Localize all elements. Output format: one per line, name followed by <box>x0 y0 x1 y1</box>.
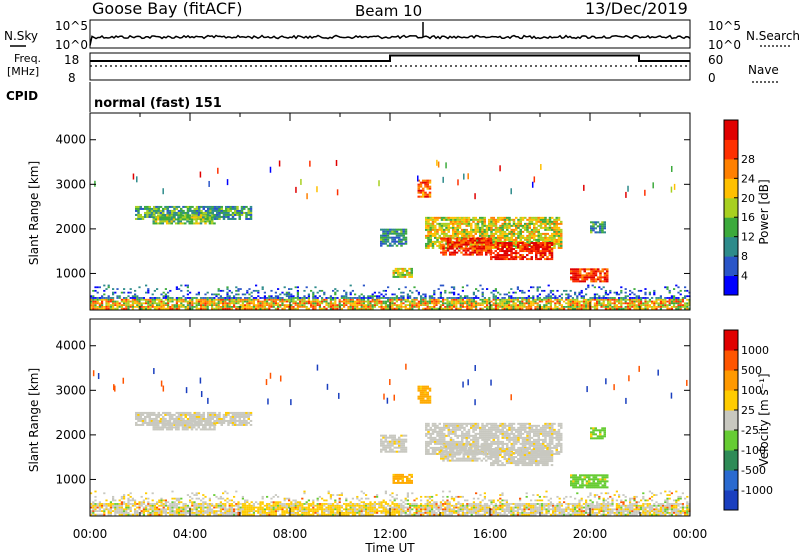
x-tick-label: 00:00 <box>673 527 708 541</box>
y-tick-label: 3000 <box>55 177 86 191</box>
colorbar-tick: -25 <box>741 424 759 437</box>
colorbar-swatch <box>724 158 738 179</box>
colorbar-tick: 4 <box>741 270 748 283</box>
cpid-mode: normal (fast) 151 <box>94 96 222 111</box>
velocity-axes: 1000 2000 3000 4000 <box>55 319 691 516</box>
noise-trace <box>89 22 691 46</box>
power-ylabel: Slant Range [km] <box>27 161 41 265</box>
x-tick-label: 08:00 <box>273 527 308 541</box>
colorbar-tick: 28 <box>741 153 755 166</box>
freq-step-line <box>90 54 690 62</box>
colorbar-tick: 8 <box>741 250 748 263</box>
colorbar-swatch <box>724 139 738 160</box>
x-tick-label: 12:00 <box>373 527 408 541</box>
colorbar-tick: -100 <box>741 444 766 457</box>
nsky-tick-bottom: 10^0 <box>55 38 88 52</box>
beam-title: Beam 10 <box>355 2 422 20</box>
nave-label: Nave <box>748 63 779 77</box>
nsky-tick-top: 10^5 <box>55 19 88 33</box>
power-cbar-label: Power [dB] <box>757 179 771 244</box>
velocity-cbar-label: Velocity [m s⁻¹] <box>757 373 771 466</box>
colorbar-swatch <box>724 330 738 351</box>
y-tick-label: 4000 <box>55 133 86 147</box>
colorbar-swatch <box>724 197 738 218</box>
y-tick-label: 1000 <box>55 266 86 280</box>
cpid-label: CPID <box>6 89 38 103</box>
power-axes: 1000 2000 3000 4000 <box>55 113 691 310</box>
nsearch-label: N.Search <box>746 29 800 43</box>
colorbar-tick: 12 <box>741 231 755 244</box>
colorbar-tick: 16 <box>741 211 755 224</box>
colorbar-swatch <box>724 120 738 140</box>
power-colorbar: 4 8 12 16 20 24 28 <box>723 119 755 296</box>
colorbar-tick: 100 <box>741 384 762 397</box>
velocity-panel: 1000 2000 3000 4000 Slant Range [km] 1000 50… <box>27 318 773 517</box>
nsearch-tick-top: 10^5 <box>708 19 741 33</box>
colorbar-swatch <box>724 236 738 257</box>
y-tick-label: 4000 <box>55 339 86 353</box>
x-tick-label: 16:00 <box>473 527 508 541</box>
colorbar-swatch <box>724 275 738 296</box>
colorbar-swatch <box>724 390 738 411</box>
time-axis-label: Time UT <box>364 541 415 554</box>
freq-tick-top: 18 <box>64 53 79 67</box>
colorbar-swatch <box>724 217 738 238</box>
colorbar-tick: 500 <box>741 364 762 377</box>
velocity-ylabel: Slant Range [km] <box>27 368 41 472</box>
freq-tick-bottom: 8 <box>68 71 76 85</box>
colorbar-swatch <box>724 350 738 371</box>
nsearch-tick-bottom: 10^0 <box>708 38 741 52</box>
power-panel: 1000 2000 3000 4000 Slant Range [km] 4 8 12 16… <box>27 112 771 311</box>
x-tick-label: 20:00 <box>573 527 608 541</box>
colorbar-tick: -500 <box>741 464 766 477</box>
freq-panel: Freq. [MHz] 18 8 60 0 Nave <box>7 52 779 85</box>
nave-tick-bottom: 0 <box>708 71 716 85</box>
velocity-colorbar: 1000 500 100 25 -25 -100 -500 -1000 <box>723 329 773 511</box>
colorbar-swatch <box>724 430 738 451</box>
colorbar-tick: 24 <box>741 172 755 185</box>
colorbar-tick: -1000 <box>741 484 773 497</box>
nave-tick-top: 60 <box>708 53 723 67</box>
y-tick-label: 2000 <box>55 428 86 442</box>
y-tick-label: 2000 <box>55 222 86 236</box>
y-tick-label: 3000 <box>55 383 86 397</box>
colorbar-swatch <box>724 450 738 471</box>
power-echoes <box>90 159 691 310</box>
colorbar-swatch <box>724 410 738 431</box>
velocity-echoes <box>90 363 691 516</box>
freq-label: Freq. <box>14 52 41 65</box>
colorbar-swatch <box>724 178 738 199</box>
colorbar-swatch <box>724 256 738 277</box>
colorbar-swatch <box>724 490 738 511</box>
time-axis: 00:00 04:00 08:00 12:00 16:00 20:00 00:00 <box>73 527 708 541</box>
date-title: 13/Dec/2019 <box>585 0 688 18</box>
colorbar-tick: 25 <box>741 404 755 417</box>
y-tick-label: 1000 <box>55 472 86 486</box>
x-tick-label: 04:00 <box>173 527 208 541</box>
station-title: Goose Bay (fitACF) <box>92 0 242 18</box>
nsky-label: N.Sky <box>4 29 38 43</box>
cpid-panel: CPID normal (fast) 151 <box>6 82 222 112</box>
x-tick-label: 00:00 <box>73 527 108 541</box>
colorbar-tick: 20 <box>741 192 755 205</box>
noise-panel: N.Sky 10^5 10^0 10^5 10^0 N.Search <box>4 19 800 52</box>
colorbar-swatch <box>724 470 738 491</box>
colorbar-swatch <box>724 370 738 391</box>
colorbar-tick: 1000 <box>741 344 769 357</box>
freq-unit: [MHz] <box>7 65 39 78</box>
